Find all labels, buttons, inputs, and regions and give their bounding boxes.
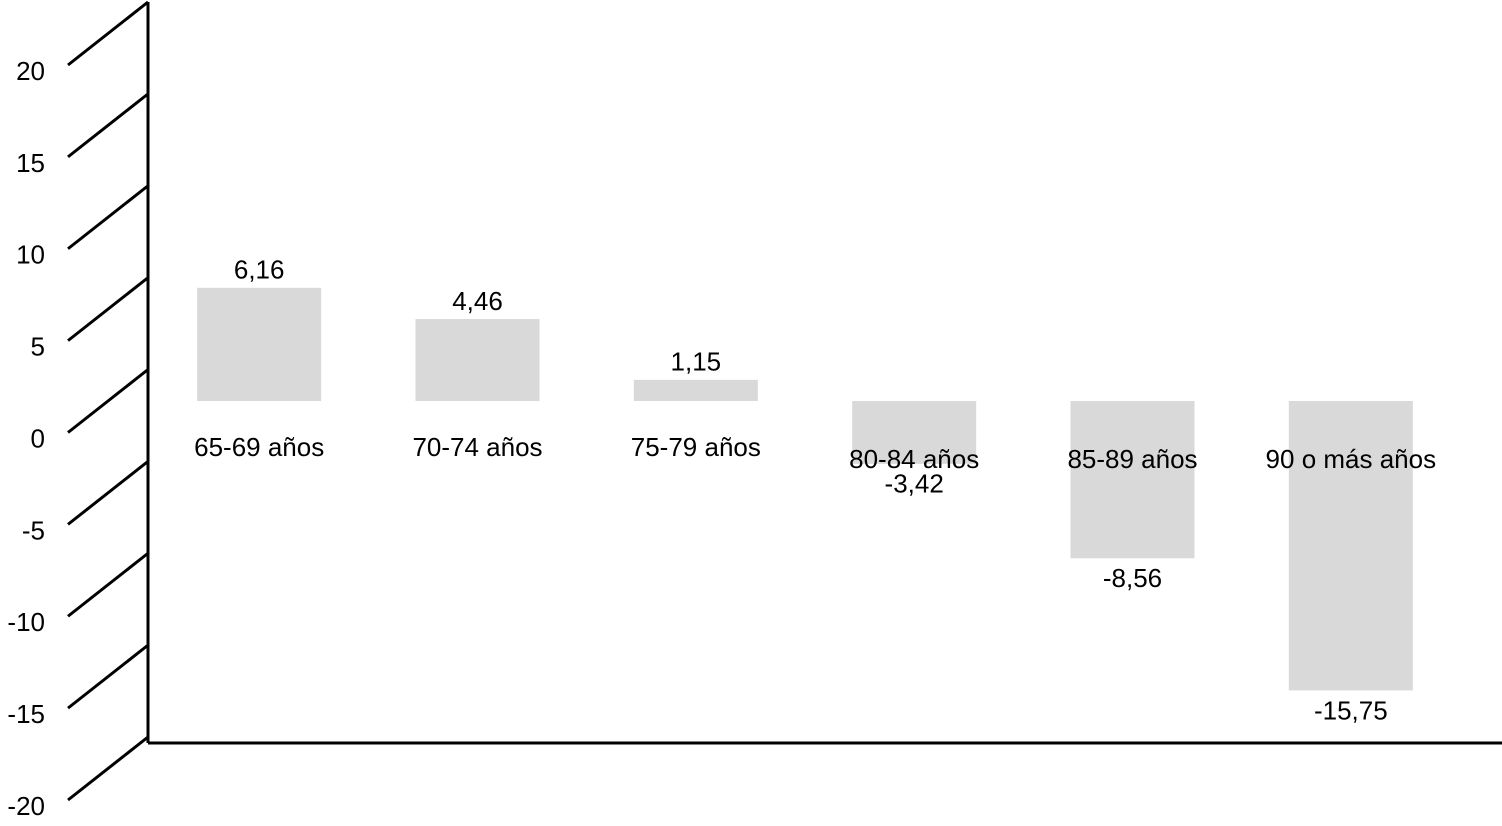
value-label: 4,46: [452, 286, 503, 316]
y-tick-label: 15: [16, 148, 45, 178]
x-tick-label: 80-84 años: [849, 444, 979, 474]
bar: [197, 287, 322, 401]
y-tick: [67, 92, 149, 159]
y-tick: [67, 460, 149, 526]
y-tick-label: -15: [7, 699, 45, 729]
y-tick: [67, 276, 149, 342]
x-tick-label: 85-89 años: [1067, 444, 1197, 474]
y-tick-label: -10: [7, 607, 45, 637]
y-tick: [67, 368, 149, 434]
y-tick-label: -5: [22, 515, 45, 545]
y-tick-label: -20: [7, 791, 45, 821]
value-label: -8,56: [1103, 563, 1162, 593]
bar: [1288, 401, 1413, 691]
y-tick: [67, 643, 149, 710]
y-tick: [67, 552, 149, 618]
x-tick-label: 70-74 años: [412, 432, 542, 462]
bar: [1070, 401, 1195, 559]
y-tick-label: 5: [31, 332, 45, 362]
value-label: -15,75: [1314, 695, 1388, 725]
bar: [415, 319, 540, 401]
value-label: 6,16: [234, 255, 285, 285]
y-tick-label: 20: [16, 56, 45, 86]
x-tick-label: 75-79 años: [631, 432, 761, 462]
y-tick-label: 10: [16, 240, 45, 270]
bar: [852, 401, 977, 464]
value-label: -3,42: [885, 469, 944, 499]
x-tick-label: 65-69 años: [194, 432, 324, 462]
y-tick-label: 0: [31, 423, 45, 453]
y-tick: [67, 0, 149, 67]
x-tick-label: 90 o más años: [1266, 444, 1437, 474]
value-label: 1,15: [671, 347, 722, 377]
bar: [633, 379, 758, 401]
y-tick: [67, 184, 149, 250]
y-tick: [67, 735, 149, 802]
